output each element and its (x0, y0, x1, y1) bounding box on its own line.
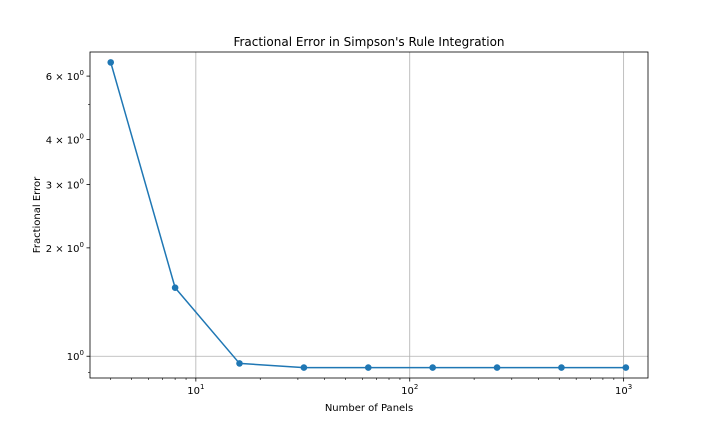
y-tick-label: 4 × 100 (46, 132, 84, 146)
data-point (429, 364, 436, 371)
y-tick-label: 100 (67, 349, 84, 363)
x-ticks: 101 102 103 (110, 378, 632, 397)
y-axis-label: Fractional Error (32, 176, 43, 253)
data-point (493, 364, 501, 371)
data-point (171, 284, 179, 292)
series-polyline (110, 62, 626, 369)
data-point (236, 360, 243, 367)
data-points (107, 59, 630, 371)
data-point (107, 59, 115, 66)
x-axis-label: Number of Panels (325, 403, 413, 414)
y-tick-label: 3 × 100 (46, 177, 84, 191)
plot-frame (89, 51, 649, 379)
y-ticks: 100 2 × 100 3 × 100 4 × 100 6 × 100 (46, 69, 90, 373)
data-point (300, 364, 308, 371)
data-point (558, 364, 565, 371)
x-tick-label: 103 (615, 383, 632, 397)
series-line (110, 62, 626, 369)
data-point (622, 364, 630, 371)
data-point (364, 364, 372, 371)
y-tick-label: 2 × 100 (46, 241, 84, 255)
x-tick-label: 101 (187, 383, 204, 397)
grid (90, 52, 648, 378)
y-tick-label: 6 × 100 (46, 69, 84, 83)
x-tick-label: 102 (401, 383, 418, 397)
chart-title: Fractional Error in Simpson's Rule Integ… (233, 35, 504, 49)
